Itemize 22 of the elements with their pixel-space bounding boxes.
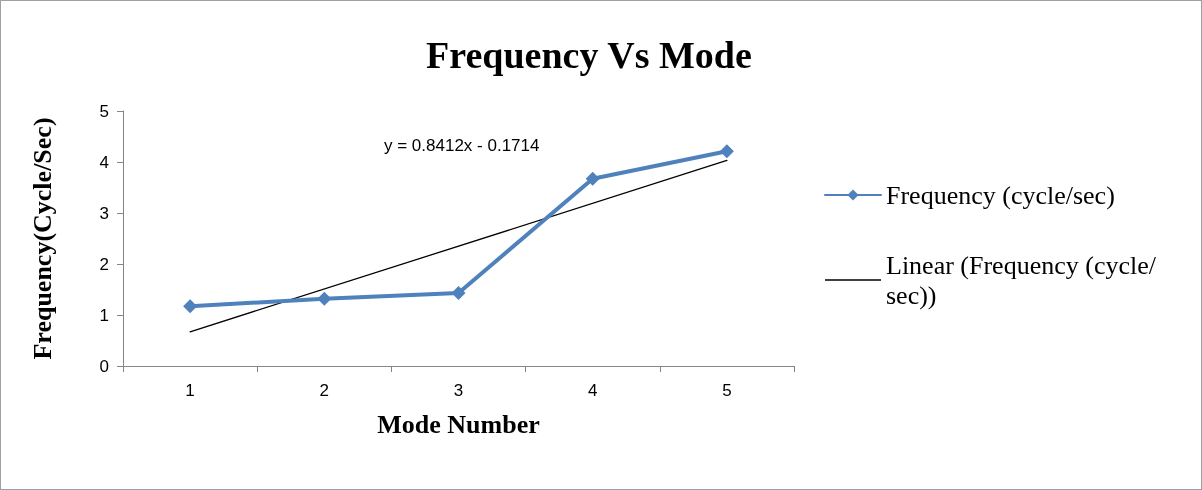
point — [317, 291, 332, 306]
x-tick-label: 4 — [587, 381, 598, 400]
annotation: y = 0.8412x - 0.1714 — [384, 136, 540, 155]
y-tick-label: 1 — [99, 305, 109, 325]
x-axis-title: Mode Number — [377, 409, 540, 439]
point — [183, 299, 198, 314]
y-tick-label: 5 — [99, 101, 109, 121]
x-tick-label: 5 — [722, 381, 732, 400]
point — [451, 286, 466, 301]
y-tick-label: 2 — [99, 254, 109, 274]
x-tick-label: 2 — [319, 381, 330, 400]
legend-label: Linear (Frequency (cycle/sec)) — [886, 250, 1157, 310]
point — [719, 144, 734, 159]
y-tick-label: 3 — [99, 203, 109, 223]
x-tick-label: 3 — [453, 381, 464, 400]
y-axis-title: Frequency(Cycle/Sec) — [27, 117, 57, 360]
x-tick-label: 1 — [185, 381, 195, 400]
y-tick-label: 4 — [99, 152, 109, 172]
point — [585, 171, 600, 186]
y-tick-label: 0 — [99, 356, 109, 376]
legend-label: Frequency (cycle/sec) — [886, 180, 1115, 210]
chart-title: Frequency Vs Mode — [426, 34, 752, 76]
